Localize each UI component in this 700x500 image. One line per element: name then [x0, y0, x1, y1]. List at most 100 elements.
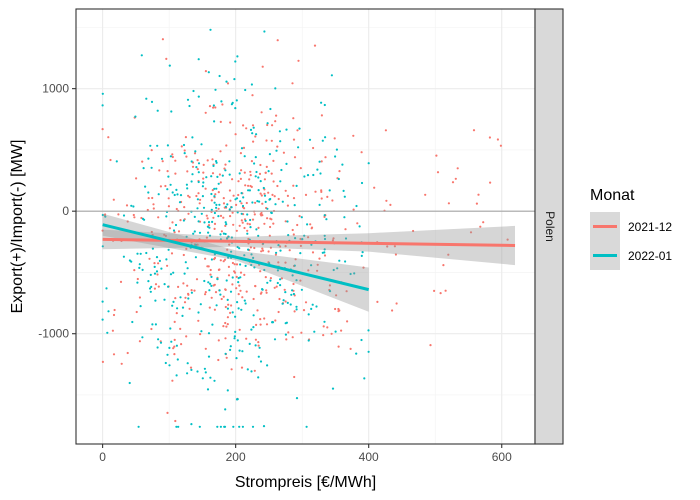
data-point	[130, 204, 133, 207]
data-point	[326, 195, 329, 198]
data-point	[213, 195, 216, 198]
data-point	[111, 329, 114, 332]
data-point	[195, 278, 199, 281]
data-point	[192, 89, 195, 93]
data-point	[239, 200, 242, 203]
data-point	[215, 304, 218, 307]
data-point	[196, 370, 199, 373]
data-point	[183, 301, 187, 304]
data-point	[216, 175, 219, 178]
data-point	[235, 287, 238, 290]
data-point	[320, 190, 323, 193]
data-point	[140, 216, 143, 220]
data-point	[204, 187, 207, 190]
data-point	[482, 221, 485, 224]
data-point	[236, 339, 239, 342]
data-point	[252, 314, 255, 317]
data-point	[193, 152, 197, 155]
data-point	[254, 135, 257, 138]
data-point	[257, 234, 260, 237]
data-point	[309, 223, 312, 226]
data-point	[173, 353, 176, 356]
data-point	[206, 217, 209, 220]
data-point	[232, 223, 235, 226]
data-point	[150, 166, 153, 169]
data-point	[353, 272, 356, 275]
data-point	[244, 264, 247, 267]
data-point	[267, 191, 270, 194]
data-point	[238, 328, 241, 331]
data-point	[261, 249, 265, 252]
data-point	[299, 237, 302, 241]
data-point	[335, 294, 338, 297]
data-point	[277, 261, 280, 264]
data-point	[272, 222, 275, 225]
data-point	[182, 253, 185, 257]
data-point	[447, 253, 450, 256]
data-point	[189, 366, 193, 369]
data-point	[166, 188, 169, 191]
data-point	[109, 158, 112, 162]
data-point	[314, 190, 317, 193]
data-point	[279, 249, 282, 252]
data-point	[307, 269, 310, 272]
data-point	[195, 166, 198, 169]
data-point	[206, 159, 209, 162]
data-point	[257, 376, 260, 379]
data-point	[144, 185, 147, 188]
data-point	[163, 233, 166, 236]
data-point	[307, 313, 310, 316]
data-point	[237, 293, 240, 296]
data-point	[180, 343, 183, 346]
data-point	[206, 225, 209, 228]
plot-panel	[75, 8, 536, 445]
data-point	[209, 268, 212, 272]
data-point	[245, 201, 248, 205]
data-point	[299, 244, 302, 247]
data-point	[184, 136, 187, 139]
data-point	[254, 156, 257, 159]
data-point	[344, 237, 348, 240]
data-point	[181, 306, 185, 309]
data-point	[331, 239, 334, 242]
data-point	[283, 288, 286, 291]
data-point	[177, 425, 180, 428]
data-point	[244, 88, 247, 92]
data-point	[210, 208, 213, 211]
data-point	[255, 170, 258, 174]
data-point	[224, 163, 227, 166]
data-point	[276, 269, 279, 272]
data-point	[138, 266, 141, 269]
data-point	[285, 162, 288, 165]
data-point	[253, 266, 256, 269]
data-point	[163, 283, 166, 286]
data-point	[323, 214, 326, 217]
data-point	[237, 281, 240, 284]
data-point	[175, 425, 178, 428]
data-point	[321, 139, 324, 142]
data-point	[284, 322, 287, 325]
data-point	[286, 194, 289, 197]
x-tick-label: 0	[99, 450, 106, 464]
data-point	[157, 262, 160, 265]
data-point	[138, 296, 141, 299]
data-point	[243, 273, 246, 276]
data-point	[331, 387, 335, 390]
data-point	[306, 223, 309, 226]
data-point	[225, 237, 229, 240]
data-point	[248, 178, 251, 181]
data-point	[226, 323, 229, 326]
data-point	[238, 172, 241, 175]
data-point	[185, 155, 188, 158]
data-point	[336, 267, 339, 270]
data-point	[232, 425, 235, 428]
data-point	[211, 158, 214, 161]
data-point	[231, 178, 234, 181]
data-point	[197, 319, 200, 322]
facet-label: Polen	[543, 211, 557, 242]
data-point	[343, 216, 346, 219]
data-point	[344, 228, 347, 231]
data-point	[223, 258, 227, 261]
data-point	[295, 184, 298, 187]
data-point	[475, 202, 478, 205]
